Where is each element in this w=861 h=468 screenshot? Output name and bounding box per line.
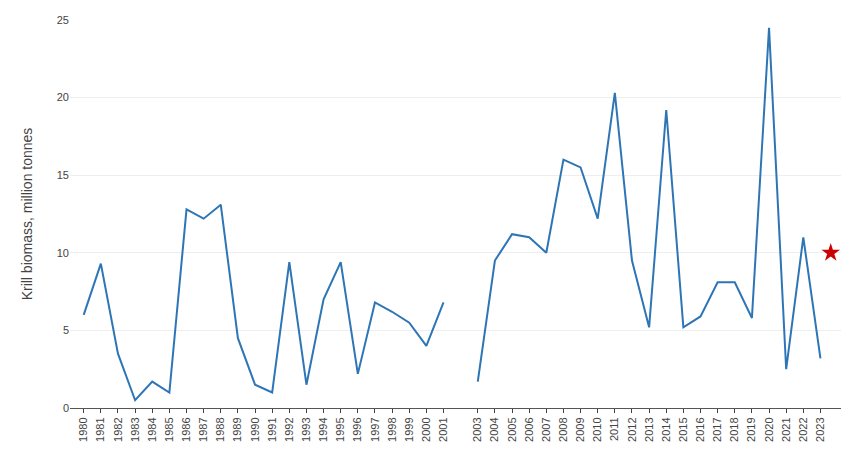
svg-text:1992: 1992 bbox=[283, 417, 295, 441]
svg-text:1985: 1985 bbox=[163, 417, 175, 441]
svg-text:2020: 2020 bbox=[763, 417, 775, 441]
svg-text:20: 20 bbox=[57, 91, 69, 103]
svg-text:2006: 2006 bbox=[523, 417, 535, 441]
svg-text:1989: 1989 bbox=[231, 417, 243, 441]
svg-text:2012: 2012 bbox=[626, 417, 638, 441]
svg-text:10: 10 bbox=[57, 247, 69, 259]
svg-text:1996: 1996 bbox=[351, 417, 363, 441]
svg-text:Krill biomass, million tonnes: Krill biomass, million tonnes bbox=[19, 128, 35, 301]
svg-text:2008: 2008 bbox=[557, 417, 569, 441]
svg-text:0: 0 bbox=[63, 402, 69, 414]
svg-text:1984: 1984 bbox=[146, 417, 158, 441]
svg-text:1986: 1986 bbox=[180, 417, 192, 441]
svg-text:2021: 2021 bbox=[780, 417, 792, 441]
svg-text:2017: 2017 bbox=[711, 417, 723, 441]
svg-text:15: 15 bbox=[57, 169, 69, 181]
svg-text:2000: 2000 bbox=[420, 417, 432, 441]
svg-text:2015: 2015 bbox=[677, 417, 689, 441]
svg-text:2014: 2014 bbox=[660, 417, 672, 441]
svg-text:2004: 2004 bbox=[488, 417, 500, 441]
svg-text:2003: 2003 bbox=[471, 417, 483, 441]
svg-text:1988: 1988 bbox=[214, 417, 226, 441]
svg-text:2022: 2022 bbox=[797, 417, 809, 441]
svg-text:2016: 2016 bbox=[694, 417, 706, 441]
svg-text:1998: 1998 bbox=[386, 417, 398, 441]
svg-text:2009: 2009 bbox=[574, 417, 586, 441]
svg-text:2019: 2019 bbox=[745, 417, 757, 441]
svg-text:25: 25 bbox=[57, 14, 69, 26]
svg-text:1987: 1987 bbox=[197, 417, 209, 441]
svg-text:5: 5 bbox=[63, 324, 69, 336]
svg-text:2023: 2023 bbox=[814, 417, 826, 441]
svg-text:1982: 1982 bbox=[112, 417, 124, 441]
svg-text:1999: 1999 bbox=[403, 417, 415, 441]
svg-text:2001: 2001 bbox=[437, 417, 449, 441]
svg-text:2010: 2010 bbox=[591, 417, 603, 441]
svg-text:1994: 1994 bbox=[317, 417, 329, 441]
svg-text:2005: 2005 bbox=[506, 417, 518, 441]
svg-text:1995: 1995 bbox=[334, 417, 346, 441]
svg-text:1980: 1980 bbox=[77, 417, 89, 441]
svg-text:2011: 2011 bbox=[608, 417, 620, 441]
svg-text:2013: 2013 bbox=[643, 417, 655, 441]
svg-text:1991: 1991 bbox=[266, 417, 278, 441]
svg-text:1981: 1981 bbox=[94, 417, 106, 441]
svg-text:1990: 1990 bbox=[249, 417, 261, 441]
svg-text:1997: 1997 bbox=[369, 417, 381, 441]
svg-text:1993: 1993 bbox=[300, 417, 312, 441]
svg-text:1983: 1983 bbox=[129, 417, 141, 441]
svg-text:2018: 2018 bbox=[728, 417, 740, 441]
svg-text:2007: 2007 bbox=[540, 417, 552, 441]
